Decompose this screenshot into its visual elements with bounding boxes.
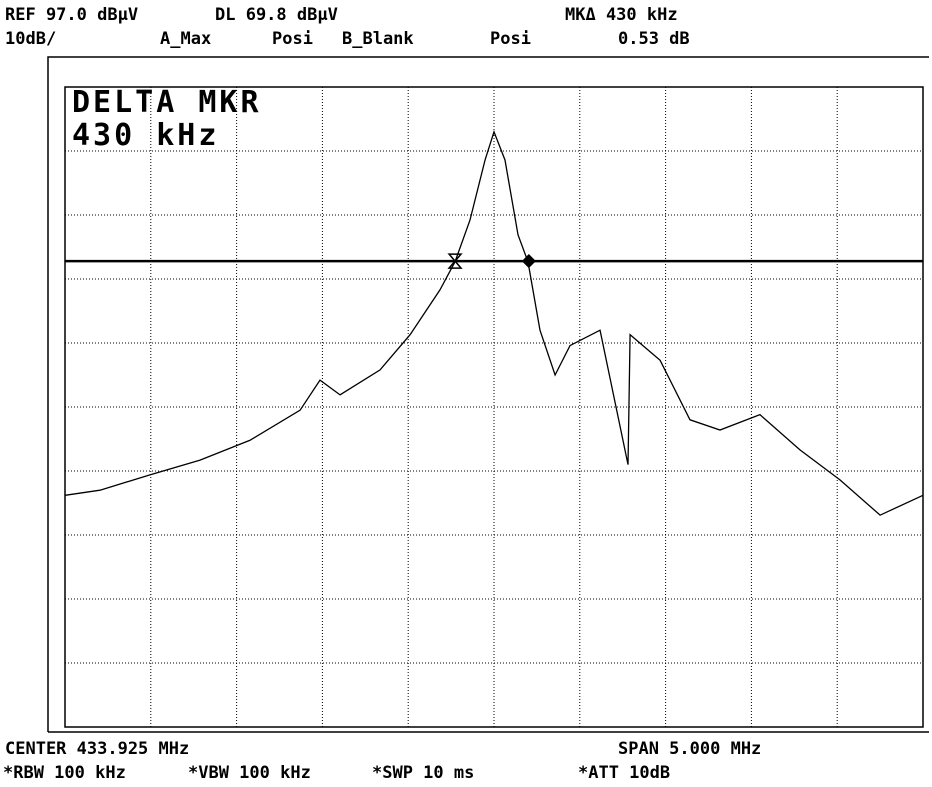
attenuation: *ATT 10dB (578, 763, 670, 783)
marker-freq: MKΔ 430 kHz (565, 5, 678, 25)
rbw: *RBW 100 kHz (3, 763, 126, 783)
sweep: *SWP 10 ms (372, 763, 474, 783)
display-line-label: DL 69.8 dBµV (215, 5, 338, 25)
marker-delta: 430 kHz (72, 118, 219, 153)
trace (64, 129, 924, 516)
marker (447, 253, 463, 269)
detector-a: Posi (272, 29, 313, 49)
vbw: *VBW 100 kHz (188, 763, 311, 783)
marker-mode: DELTA MKR (72, 85, 262, 120)
marker-level: 0.53 dB (618, 29, 690, 49)
marker (521, 254, 536, 269)
scale: 10dB/ (5, 29, 56, 49)
span: SPAN 5.000 MHz (618, 739, 761, 759)
ref-level: REF 97.0 dBµV (5, 5, 138, 25)
frame (47, 56, 929, 732)
center-freq: CENTER 433.925 MHz (5, 739, 189, 759)
detector-b: Posi (490, 29, 531, 49)
trace-a: A_Max (160, 29, 211, 49)
trace-b: B_Blank (342, 29, 414, 49)
